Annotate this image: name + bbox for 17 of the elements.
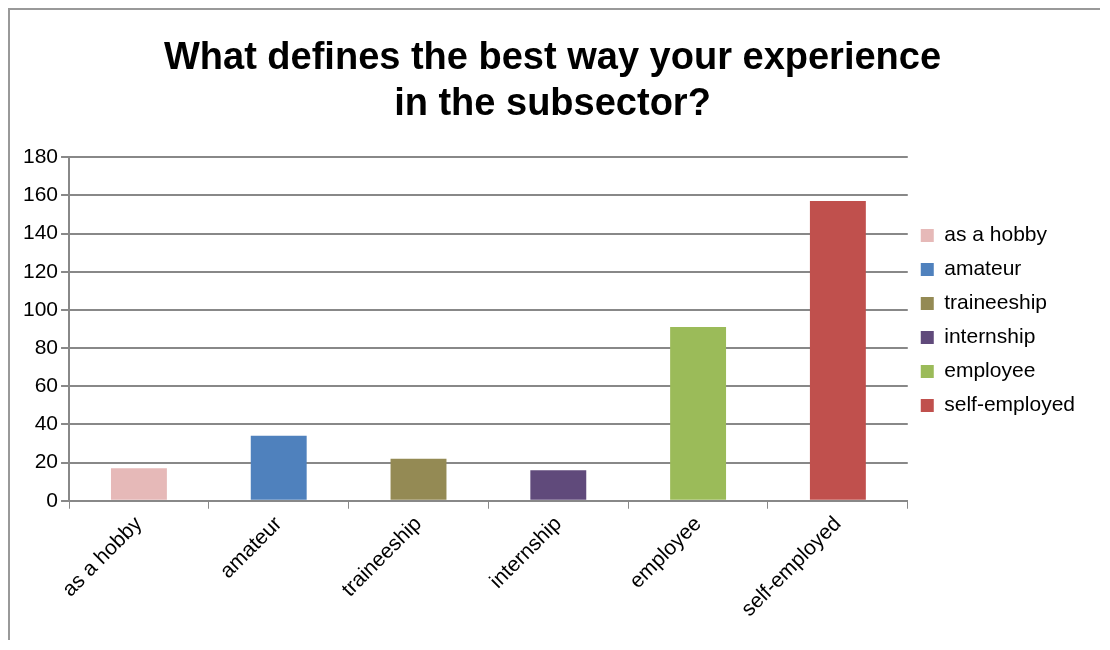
legend-label: as a hobby [944, 222, 1048, 246]
y-tick-label: 120 [22, 258, 59, 282]
y-tick-label: 60 [34, 373, 59, 397]
y-tick-label: 160 [22, 182, 59, 206]
y-tick-label: 20 [34, 449, 59, 473]
chart-title: What defines the best way your experience in the subsector? [163, 35, 942, 123]
y-tick-label: 140 [22, 220, 59, 244]
legend-label: self-employed [944, 392, 1076, 416]
y-tick-label: 180 [22, 144, 59, 167]
y-tick-label: 0 [46, 487, 59, 511]
legend-label: employee [944, 358, 1036, 382]
legend-label: amateur [944, 256, 1022, 280]
legend-label: internship [944, 324, 1036, 348]
y-tick-label: 100 [22, 296, 59, 320]
y-tick-label: 40 [34, 411, 59, 435]
y-tick-label: 80 [34, 334, 59, 358]
legend-label: traineeship [944, 290, 1048, 314]
